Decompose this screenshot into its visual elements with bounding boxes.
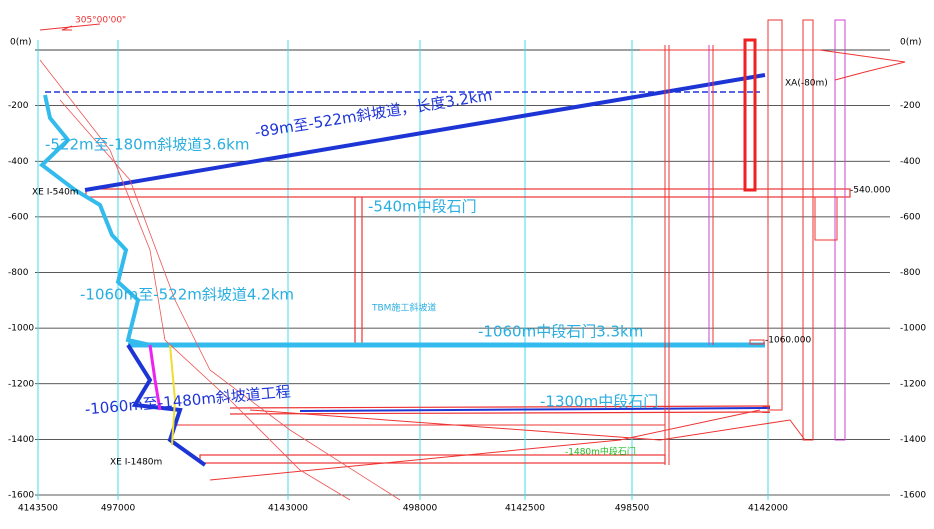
boundary xyxy=(39,59,351,501)
shaft xyxy=(834,19,846,441)
crosscut-1300 xyxy=(229,411,771,415)
ramp-middle xyxy=(38,94,151,347)
coord-label: 4142500 xyxy=(505,504,545,514)
north-arrow xyxy=(61,25,73,31)
depth-label: -1400 xyxy=(900,435,926,445)
label: -522m至-180m斜坡道3.6km xyxy=(45,136,249,154)
shaft xyxy=(743,38,757,192)
depth-label: -200 xyxy=(8,101,29,111)
label: -1480m中段石门 xyxy=(565,446,636,458)
ramp-line xyxy=(249,409,806,441)
depth-label: -1000 xyxy=(8,324,34,334)
depth-label: -1200 xyxy=(900,379,926,389)
coord-label: 4143000 xyxy=(268,504,308,514)
depth-label: -400 xyxy=(8,157,29,167)
label: XA(-80m) xyxy=(785,79,828,89)
depth-label: -1600 xyxy=(900,491,926,501)
depth-label: -200 xyxy=(900,101,921,111)
station xyxy=(814,196,838,241)
shaft xyxy=(767,19,783,411)
north-arrow-label: 305°00'00" xyxy=(75,16,126,26)
depth-label: -1400 xyxy=(8,435,34,445)
label: XE I-540m xyxy=(32,188,79,198)
crosscut-1300 xyxy=(229,405,771,409)
coord-label: 497000 xyxy=(101,504,136,514)
ramp-line xyxy=(209,409,761,481)
label: -540m中段石门 xyxy=(368,198,477,216)
label: -1060m中段石门3.3km xyxy=(478,323,643,341)
surface xyxy=(640,49,906,81)
zero-label: 0(m) xyxy=(900,38,922,48)
crosscut-540 xyxy=(85,188,851,198)
depth-label: -1600 xyxy=(8,491,34,501)
ramp-branch xyxy=(169,344,177,446)
depth-label: -1200 xyxy=(8,379,34,389)
depth-label: -800 xyxy=(900,268,921,278)
marker xyxy=(749,339,765,345)
label: -1060.000 xyxy=(765,336,811,346)
coord-label: 4142000 xyxy=(748,504,788,514)
depth-label: -400 xyxy=(900,157,921,167)
coord-label: 498000 xyxy=(403,504,438,514)
boundary xyxy=(59,99,401,501)
label: -540.000 xyxy=(850,186,891,196)
label: -1300m中段石门 xyxy=(540,393,658,411)
ramp-branch xyxy=(148,344,162,411)
zero-label: 0(m) xyxy=(10,38,32,48)
label: TBM施工斜坡道 xyxy=(371,302,436,314)
label: -1060m至-522m斜坡道4.2km xyxy=(80,286,294,304)
ramp-lower xyxy=(126,343,207,467)
coord-label: 4143500 xyxy=(18,504,58,514)
ramp-upper xyxy=(84,73,766,192)
depth-label: -800 xyxy=(8,268,29,278)
crosscut-1300 xyxy=(299,407,771,412)
workings xyxy=(38,19,906,501)
coord-label: 498500 xyxy=(615,504,650,514)
depth-label: -600 xyxy=(900,212,921,222)
shaft xyxy=(802,19,814,441)
depth-label: -600 xyxy=(8,212,29,222)
depth-label: -1000 xyxy=(900,324,926,334)
label: XE I-1480m xyxy=(110,458,162,468)
